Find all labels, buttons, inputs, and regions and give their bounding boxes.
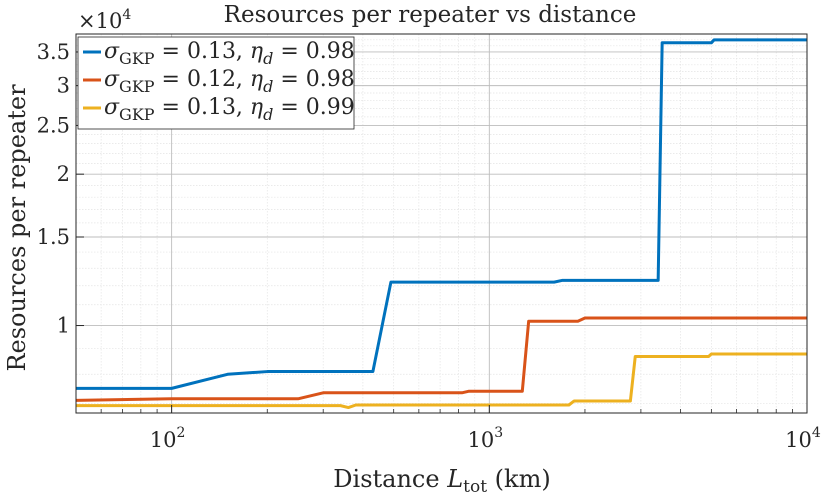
legend-box bbox=[77, 36, 355, 130]
legend-eta-value: = 0.98 bbox=[273, 39, 354, 64]
x-tick-label: 104 bbox=[785, 425, 821, 452]
y-tick-label: 2.5 bbox=[37, 113, 70, 137]
y-tick-label: 3.5 bbox=[37, 40, 70, 64]
legend-sigma: σ bbox=[104, 95, 120, 120]
x-tick-label-exponent: 2 bbox=[177, 425, 186, 441]
x-tick-labels: 102 103 104 bbox=[150, 425, 821, 452]
series-line-2 bbox=[75, 316, 807, 402]
legend-sigma-subscript: GKP bbox=[119, 77, 155, 96]
legend-label-2: σGKP = 0.12, ηd = 0.98 bbox=[104, 67, 355, 96]
x-tick-label-base: 10 bbox=[467, 428, 494, 452]
x-axis-label-variable: L bbox=[446, 465, 463, 493]
x-axis-label-subscript: tot bbox=[463, 477, 487, 497]
chart-title: Resources per repeater vs distance bbox=[224, 2, 637, 28]
legend-label-1: σGKP = 0.13, ηd = 0.98 bbox=[104, 39, 355, 68]
legend-eta-subscript: d bbox=[263, 49, 273, 68]
legend-sigma-value: = 0.13, bbox=[155, 95, 250, 120]
x-tick-label: 102 bbox=[150, 425, 186, 452]
x-tick-label-exponent: 3 bbox=[494, 425, 503, 441]
legend-sigma-subscript: GKP bbox=[119, 105, 155, 124]
series-layer bbox=[75, 38, 807, 410]
legend-sigma: σ bbox=[104, 67, 120, 92]
y-axis-label: Resources per repeater bbox=[3, 84, 31, 372]
legend-eta-subscript: d bbox=[263, 77, 273, 96]
legend-sigma: σ bbox=[104, 39, 120, 64]
y-tick-label: 3 bbox=[57, 74, 70, 98]
y-multiplier-base: ×10 bbox=[78, 9, 122, 33]
legend-sigma-value: = 0.13, bbox=[155, 39, 250, 64]
series-line-1 bbox=[76, 38, 807, 390]
legend-sigma-value: = 0.12, bbox=[155, 67, 250, 92]
series-line-3 bbox=[76, 352, 807, 410]
x-tick-label-exponent: 4 bbox=[812, 425, 821, 441]
legend-eta-value: = 0.99 bbox=[273, 95, 354, 120]
legend-eta: η bbox=[250, 39, 263, 64]
y-tick-label: 1.5 bbox=[37, 225, 70, 249]
legend-sigma-subscript: GKP bbox=[119, 49, 155, 68]
y-tick-labels: 1 1.5 2 2.5 3 3.5 bbox=[37, 40, 70, 338]
y-multiplier-exponent: 4 bbox=[122, 7, 131, 23]
legend-eta: η bbox=[250, 67, 263, 92]
y-multiplier: ×104 bbox=[78, 7, 131, 33]
x-axis-label-units: (km) bbox=[487, 465, 551, 493]
x-tick-label-base: 10 bbox=[785, 428, 812, 452]
legend-eta: η bbox=[250, 95, 263, 120]
legend-eta-value: = 0.98 bbox=[273, 67, 354, 92]
x-axis-label-prefix: Distance bbox=[333, 465, 447, 493]
x-tick-label: 103 bbox=[467, 425, 503, 452]
legend-label-3: σGKP = 0.13, ηd = 0.99 bbox=[104, 95, 355, 124]
y-tick-label: 1 bbox=[57, 314, 70, 338]
plot-frame bbox=[75, 33, 808, 414]
x-axis-label: Distance Ltot (km) bbox=[333, 465, 550, 497]
y-tick-label: 2 bbox=[57, 162, 70, 186]
x-tick-label-base: 10 bbox=[150, 428, 177, 452]
legend-eta-subscript: d bbox=[263, 105, 273, 124]
